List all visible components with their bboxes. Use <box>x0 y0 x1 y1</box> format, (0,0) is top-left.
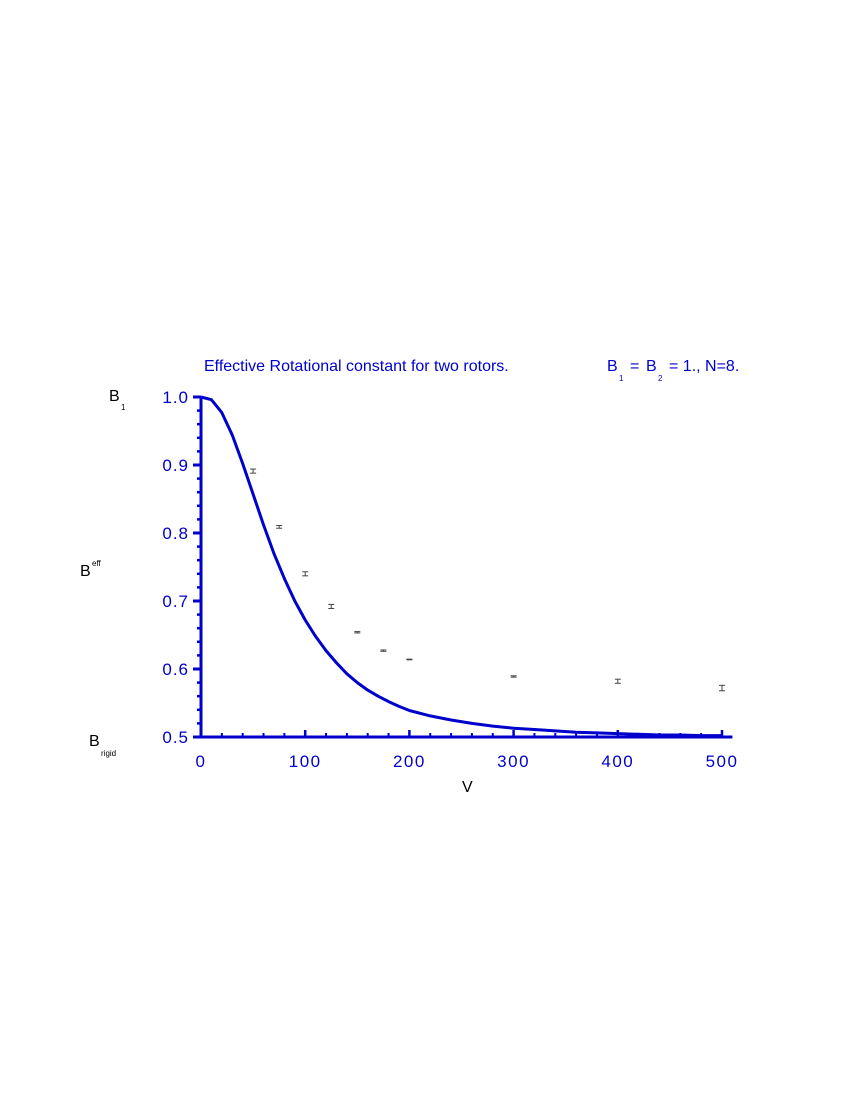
y-bottom-sub: rigid <box>101 749 116 758</box>
y-axis-label-sub: eff <box>92 559 102 568</box>
axes: 0 100 200 300 400 500 0.5 0.6 0.7 0.8 0.9 1.0 <box>162 388 739 771</box>
x-axis-label: V <box>462 779 473 796</box>
x-tick-label: 200 <box>393 752 426 771</box>
y-top-sub: 1 <box>121 403 126 412</box>
data-point <box>354 631 361 634</box>
chart-title: Effective Rotational constant for two ro… <box>204 358 509 375</box>
data-point <box>614 678 621 684</box>
x-tick-label: 400 <box>601 752 634 771</box>
series-curve <box>200 395 722 738</box>
x-tick-label: 300 <box>497 752 530 771</box>
data-point <box>276 525 283 529</box>
data-point <box>510 675 517 678</box>
y-top-label: B <box>109 388 120 405</box>
y-tick-label: 0.9 <box>162 456 189 475</box>
x-tick-label: 500 <box>706 752 739 771</box>
title-b2-label: B <box>646 358 657 375</box>
title-b2-sub: 2 <box>658 374 663 383</box>
data-point <box>328 603 335 609</box>
data-point <box>719 684 725 692</box>
data-points <box>250 468 725 692</box>
y-axis-label: B <box>80 563 91 580</box>
data-point <box>380 649 387 652</box>
y-tick-label: 0.6 <box>162 660 189 679</box>
y-tick-label: 1.0 <box>162 388 189 407</box>
data-point <box>250 468 257 474</box>
title-b1-sub: 1 <box>619 374 624 383</box>
y-tick-label: 0.5 <box>162 728 189 747</box>
x-tick-label: 0 <box>196 752 207 771</box>
y-tick-label: 0.7 <box>162 592 189 611</box>
title-eq1: = <box>630 358 639 375</box>
y-bottom-label: B <box>89 733 100 750</box>
title-tail: = 1., N=8. <box>669 358 739 375</box>
title-b1-label: B <box>607 358 618 375</box>
data-point <box>302 571 309 577</box>
y-tick-label: 0.8 <box>162 524 189 543</box>
data-point <box>406 658 413 661</box>
x-tick-label: 100 <box>289 752 322 771</box>
